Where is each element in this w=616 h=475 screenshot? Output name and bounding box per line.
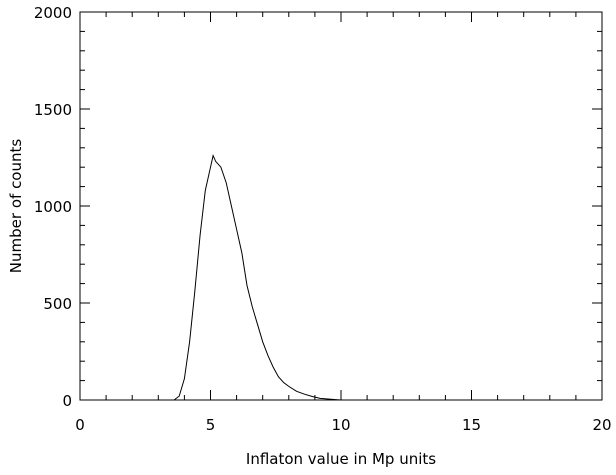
series-line [173,154,342,401]
x-axis-label: Inflaton value in Mp units [246,450,436,468]
x-tick-label: 10 [331,416,350,434]
x-tick-label: 20 [592,416,611,434]
x-tick-labels: 0 5 10 15 20 [75,416,611,434]
y-tick-label: 500 [43,295,72,313]
y-tick-label: 0 [62,392,72,410]
y-tick-label: 2000 [34,4,72,22]
x-tick-label: 5 [206,416,216,434]
x-tick-label: 0 [75,416,85,434]
plot-frame [79,11,603,401]
y-tick-labels: 0 500 1000 1500 2000 [34,4,72,410]
y-axis-label: Number of counts [7,139,25,274]
y-tick-label: 1000 [34,198,72,216]
y-tick-label: 1500 [34,101,72,119]
axis-ticks [79,11,603,401]
x-tick-label: 15 [462,416,481,434]
